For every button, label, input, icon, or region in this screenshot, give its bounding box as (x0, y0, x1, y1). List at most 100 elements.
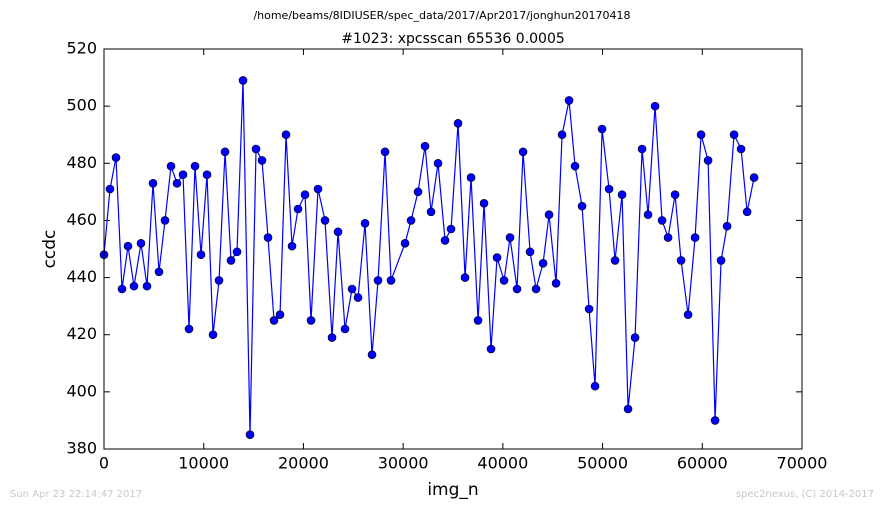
data-point (347, 284, 357, 294)
data-point (281, 130, 291, 140)
data-point (208, 330, 218, 340)
data-point (630, 333, 640, 342)
data-point (251, 144, 261, 154)
data-point (703, 156, 713, 165)
footer-date: Sun Apr 23 22:14:47 2017 (10, 489, 142, 500)
data-point (400, 238, 410, 248)
data-point (327, 333, 337, 342)
y-tick-label: 380 (66, 439, 97, 458)
data-point (505, 233, 515, 242)
data-point (293, 204, 303, 214)
data-point (166, 161, 176, 171)
data-point (557, 130, 567, 140)
data-point (473, 316, 483, 325)
data-point (196, 250, 206, 260)
x-tick-label: 40000 (477, 454, 528, 473)
data-point (604, 184, 614, 194)
data-point (300, 190, 310, 200)
data-point (360, 218, 370, 228)
data-point (544, 210, 554, 220)
data-point (117, 284, 127, 294)
data-point (275, 310, 285, 320)
data-point (623, 404, 633, 414)
data-point (178, 170, 188, 180)
data-point (269, 316, 279, 325)
data-point (590, 381, 600, 391)
y-tick-label: 460 (66, 210, 97, 229)
x-axis-label: img_n (427, 480, 478, 500)
data-point (238, 76, 248, 85)
data-point (617, 190, 627, 200)
data-point (426, 207, 436, 217)
data-point (245, 430, 255, 440)
data-point (722, 221, 732, 231)
data-point (129, 281, 139, 291)
data-point (123, 241, 133, 251)
data-point (406, 216, 416, 225)
axes-frame (103, 48, 803, 450)
x-tick-label: 70000 (777, 454, 828, 473)
data-point (716, 256, 726, 265)
y-tick-label: 500 (66, 96, 97, 115)
data-point (742, 207, 752, 217)
data-point (190, 161, 200, 171)
data-point (220, 147, 230, 157)
data-point (420, 141, 430, 151)
plot-area: 0 10000 20000 30000 40000 50000 60000 70000 380 4… (66, 39, 827, 473)
data-point (486, 344, 496, 354)
data-point (320, 216, 330, 225)
data-point (466, 173, 476, 182)
data-point (263, 233, 273, 242)
data-point (105, 184, 115, 194)
data-point (333, 227, 343, 237)
data-point (306, 316, 316, 325)
data-point (597, 124, 607, 134)
data-point (160, 216, 170, 225)
data-point (214, 276, 224, 285)
data-point (184, 324, 194, 334)
data-point (657, 216, 667, 225)
data-point (433, 158, 443, 168)
data-point (440, 236, 450, 245)
y-tick-label: 480 (66, 153, 97, 172)
x-tick-label: 10000 (178, 454, 229, 473)
data-point (525, 247, 535, 257)
footer-credit: spec2nexus, (C) 2014-2017 (736, 489, 874, 500)
data-point (551, 278, 561, 288)
data-point (538, 258, 548, 268)
data-point (446, 224, 456, 234)
data-point (643, 210, 653, 220)
y-tick-label: 440 (66, 267, 97, 286)
data-point (287, 241, 297, 251)
data-point (676, 256, 686, 265)
y-tick-label: 420 (66, 324, 97, 343)
data-point (499, 276, 509, 285)
data-point (577, 201, 587, 211)
x-tick-label: 50000 (577, 454, 628, 473)
data-point (226, 256, 236, 265)
data-point (136, 238, 146, 248)
data-point (148, 178, 158, 188)
y-tick-label: 520 (66, 39, 97, 58)
data-point (460, 273, 470, 282)
data-point (690, 233, 700, 242)
data-point (154, 267, 164, 277)
data-point (564, 96, 574, 105)
data-point (340, 324, 350, 334)
data-point (386, 276, 396, 285)
data-point (492, 253, 502, 262)
data-point (111, 153, 121, 162)
data-point (663, 233, 673, 242)
data-point (584, 304, 594, 314)
data-point (202, 170, 212, 180)
data-point (373, 276, 383, 285)
y-tick-label: 400 (66, 381, 97, 400)
data-point (172, 178, 182, 188)
data-point (749, 173, 759, 182)
x-tick-label: 0 (99, 454, 109, 473)
x-tick-label: 60000 (677, 454, 728, 473)
data-point (380, 147, 390, 157)
data-point (313, 184, 323, 194)
